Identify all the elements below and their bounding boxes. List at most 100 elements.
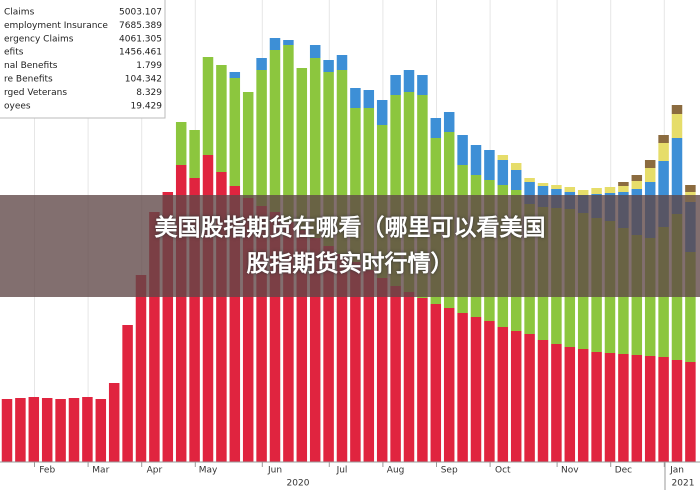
bar-segment: [497, 160, 509, 185]
bar-segment: [175, 122, 187, 165]
bar-segment: [269, 38, 281, 50]
bar-segment: [403, 70, 415, 92]
bar-segment: [82, 397, 93, 462]
bar-segment: [175, 165, 187, 462]
bar-segment: [202, 155, 214, 462]
legend-label: rged Veterans: [4, 88, 67, 98]
bar-segment: [216, 65, 227, 172]
bar-segment: [95, 399, 107, 462]
bar-segment: [644, 168, 656, 182]
bar-segment: [524, 334, 535, 462]
bar-segment: [108, 383, 120, 462]
bar-segment: [283, 222, 294, 462]
x-tick-label: Jun: [267, 466, 282, 476]
legend-value: 19.429: [131, 101, 163, 111]
bar-segment: [658, 161, 669, 227]
bar-segment: [443, 112, 455, 132]
bar-segment: [323, 246, 334, 462]
x-tick-label: Jan: [669, 466, 684, 476]
bar-segment: [417, 75, 428, 95]
bar-segment: [68, 398, 80, 462]
bar-segment: [135, 275, 147, 462]
bar-segment: [1, 399, 13, 462]
legend-label: efits: [4, 48, 24, 58]
bar-segment: [577, 190, 589, 195]
legend-label: ergency Claims: [4, 34, 74, 44]
x-tick-label: May: [199, 466, 218, 476]
bar-segment: [336, 254, 348, 462]
bar-segment: [403, 292, 415, 462]
bar-segment: [403, 92, 415, 292]
bar-segment: [15, 398, 26, 462]
bar-segment: [122, 325, 133, 462]
bar-segment: [430, 118, 442, 138]
bar-segment: [537, 183, 549, 186]
bar-segment: [202, 57, 214, 155]
legend-value: 5003.107: [119, 8, 162, 18]
bar-segment: [618, 354, 629, 462]
bar-segment: [283, 45, 294, 222]
bar-segment: [323, 72, 334, 246]
legend-label: employment Insurance: [4, 21, 108, 31]
title-banner: 美国股指期货在哪看（哪里可以看美国 股指期货实时行情）: [0, 195, 700, 297]
bar-segment: [671, 138, 683, 214]
bar-segment: [524, 182, 535, 204]
bar-segment: [350, 88, 361, 108]
bar-segment: [631, 355, 643, 462]
legend-label: nal Benefits: [4, 61, 58, 71]
x-tick-label: Jul: [336, 466, 348, 476]
bar-segment: [658, 357, 669, 462]
bar-segment: [242, 92, 254, 198]
bar-segment: [510, 163, 522, 170]
bar-segment: [390, 95, 401, 286]
bar-segment: [363, 270, 375, 462]
bar-segment: [671, 105, 683, 114]
banner-line: 股指期货实时行情）: [246, 251, 454, 277]
bar-segment: [376, 278, 388, 462]
bar-segment: [484, 321, 495, 462]
bar-segment: [510, 331, 522, 462]
bar-segment: [604, 353, 616, 462]
bar-segment: [41, 398, 53, 462]
bar-segment: [685, 362, 696, 462]
bar-segment: [551, 185, 562, 189]
bar-segment: [256, 70, 267, 206]
bar-segment: [269, 50, 281, 212]
bar-segment: [376, 100, 388, 125]
legend-value: 4061.305: [119, 34, 162, 44]
bar-segment: [470, 317, 482, 462]
bar-segment: [283, 40, 294, 45]
bar-segment: [162, 192, 174, 462]
bar-segment: [497, 327, 509, 462]
bar-segment: [644, 238, 656, 356]
bar-segment: [591, 352, 602, 462]
bar-segment: [430, 304, 442, 462]
legend-value: 1.799: [136, 61, 162, 71]
bar-segment: [296, 68, 308, 230]
bar-segment: [658, 135, 669, 143]
legend-value: 1456.461: [119, 48, 162, 58]
bar-segment: [363, 108, 375, 270]
bar-segment: [390, 75, 401, 95]
bar-segment: [443, 308, 455, 462]
bar-segment: [564, 347, 576, 462]
bar-segment: [644, 160, 656, 168]
bar-segment: [577, 349, 589, 462]
bar-segment: [216, 172, 227, 462]
bar-segment: [658, 143, 669, 161]
bar-segment: [457, 313, 468, 462]
bar-segment: [350, 262, 361, 462]
bar-segment: [229, 72, 241, 78]
bar-segment: [256, 206, 267, 462]
legend-value: 8.329: [136, 88, 162, 98]
bar-segment: [510, 170, 522, 190]
bar-segment: [229, 186, 241, 462]
banner-line: 美国股指期货在哪看（哪里可以看美国: [154, 215, 546, 241]
legend-box: [0, 0, 166, 119]
bar-segment: [309, 45, 321, 58]
legend-value: 7685.389: [119, 21, 162, 31]
bar-segment: [189, 130, 200, 178]
bar-segment: [189, 178, 200, 462]
x-tick-label: Feb: [39, 466, 55, 476]
bar-segment: [618, 186, 629, 192]
